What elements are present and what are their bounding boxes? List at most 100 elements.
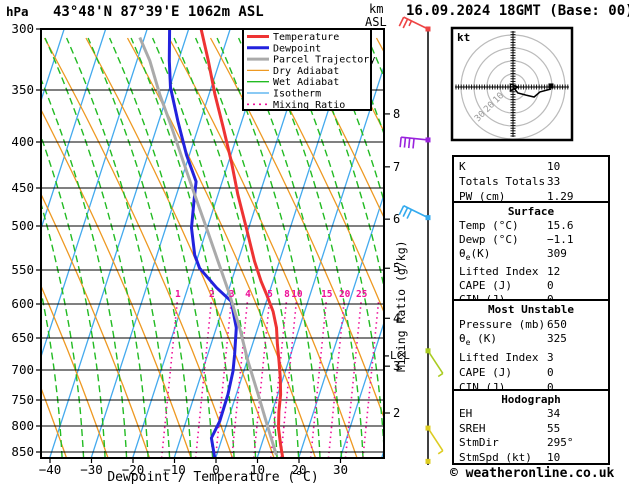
pressure-tick-label: 600 [11, 296, 34, 311]
table-row-value: 3 [547, 351, 554, 365]
wind-barb [398, 205, 431, 221]
table-row-value: 0 [547, 380, 554, 394]
table-row-value: 309 [547, 246, 567, 260]
table-row-label: StmSpd (kt) [459, 450, 532, 464]
table-row-value: 1.29 [547, 190, 574, 203]
table-row: Pressure (mb) 650 [454, 318, 608, 333]
isotherm-line [339, 320, 384, 458]
wet-adiabat-line [259, 37, 364, 458]
altitude-axis-unit-asl: ASL [365, 15, 387, 29]
temperature-tick-label: −40 [39, 462, 62, 477]
wind-barb [425, 348, 444, 378]
table-row: CAPE (J) 0 [454, 279, 608, 293]
dry-adiabat-line [85, 37, 275, 458]
hodograph-storm-marker [509, 83, 520, 93]
table-row-label: Lifted Index [459, 264, 539, 278]
table-row: Totals Totals 33 [454, 174, 608, 189]
isotherm-line [298, 192, 384, 458]
table-row-label: Pressure (mb) [459, 317, 546, 331]
hodograph-ring-label: 10 [491, 91, 506, 106]
temperature-tick-label: −30 [80, 462, 103, 477]
isotherm-line [90, 29, 231, 458]
table-row-value: 33 [547, 175, 561, 188]
isotherm-line [41, 29, 148, 359]
table-row: SREH 55 [454, 422, 608, 436]
table-row-label: Dewp (°C) [459, 232, 519, 246]
plot-border [40, 28, 385, 459]
legend-item-label: Temperature [273, 32, 339, 43]
dry-adiabat-line [41, 192, 151, 458]
wet-adiabat-line [41, 288, 63, 458]
table-row-value: 295° [547, 436, 574, 450]
table-row: Lifted Index 12 [454, 265, 608, 279]
legend-box [242, 28, 372, 111]
table-row-label: PW (cm) [459, 190, 506, 203]
table-row-value: 0 [547, 366, 554, 379]
km-tick-label: 5 [393, 261, 400, 275]
series-dewpoint [167, 29, 238, 458]
dry-adiabat-line [41, 284, 109, 458]
dry-adiabat-line [334, 37, 384, 134]
hodograph-unit-label: kt [457, 31, 471, 44]
pressure-tick-label: 750 [11, 392, 34, 407]
pressure-tick-label: 450 [11, 180, 34, 195]
km-tick-label: 2 [393, 406, 400, 420]
legend-item-label: Dry Adiabat [273, 66, 339, 77]
mixing-ratio-label: 8 [284, 289, 290, 300]
isotherm-line [49, 29, 190, 458]
table-row: Dewp (°C) −1.1 [454, 233, 608, 247]
footer-credit: © weatheronline.co.uk [450, 466, 615, 481]
wind-barb [399, 136, 431, 149]
mixing-ratio-line [160, 298, 179, 458]
table-row-value: −1.1 [547, 232, 574, 246]
table-row-value: 10 [547, 160, 561, 173]
mixing-ratio-label: 3 [229, 289, 235, 300]
wind-barb [398, 16, 431, 32]
table-row-label: K [459, 160, 466, 173]
legend-item-label: Dewpoint [273, 43, 321, 54]
table-row-label: Lifted Index [459, 351, 539, 365]
pressure-tick-label: 300 [11, 21, 34, 36]
hodograph-table: Hodograph EH 34 SREH 55 StmDir 295° StmSpd (kt… [452, 389, 610, 465]
surface-table: Surface Temp (°C) 15.6 Dewp (°C) −1.1 θe(K) 3… [452, 201, 610, 306]
table-row-label: CAPE (J) [459, 366, 512, 379]
altitude-axis-unit-km: km [369, 2, 384, 16]
table-row-value: 10 [547, 450, 561, 464]
table-row: Lifted Index 3 [454, 351, 608, 366]
mixing-ratio-label: 2 [209, 289, 215, 300]
km-tick-label: 7 [393, 160, 400, 174]
dry-adiabat-line [41, 108, 192, 458]
wet-adiabat-line [41, 77, 128, 458]
table-row: StmSpd (kt) 10 [454, 451, 608, 465]
datetime-label: 16.09.2024 18GMT (Base: 00) [406, 3, 629, 19]
mixing-ratio-label: 5 [267, 289, 273, 300]
mixing-ratio-label: 20 [339, 289, 351, 300]
table-row: CAPE (J) 0 [454, 366, 608, 381]
mixing-ratio-label: 1 [175, 289, 181, 300]
pressure-tick-label: 650 [11, 330, 34, 345]
page-title: 43°48'N 87°39'E 1062m ASL [53, 4, 264, 20]
table-row-label: θe (K) [459, 332, 497, 348]
table-row-value: 15.6 [547, 218, 574, 232]
most-unstable-table: Most Unstable Pressure (mb) 650 θe (K) 325 L… [452, 299, 610, 394]
legend-item-label: Wet Adiabat [273, 77, 339, 88]
wet-adiabat-line [130, 37, 235, 458]
wet-adiabat-line [216, 37, 321, 458]
table-row: K 10 [454, 159, 608, 174]
wet-adiabat-line [194, 37, 300, 458]
mixing-ratio-label: 15 [321, 289, 333, 300]
hodograph-border [450, 26, 574, 142]
table-row-label: EH [459, 407, 473, 421]
dry-adiabat-line [168, 37, 358, 458]
km-tick-label: 8 [393, 107, 400, 121]
pressure-tick-label: 800 [11, 418, 34, 433]
legend-item-label: Isotherm [273, 89, 321, 100]
wet-adiabat-line [280, 37, 384, 458]
table-row: θe (K) 325 [454, 332, 608, 351]
pressure-tick-label: 500 [11, 218, 34, 233]
table-row-value: 12 [547, 264, 561, 278]
wet-adiabat-line [41, 134, 106, 458]
